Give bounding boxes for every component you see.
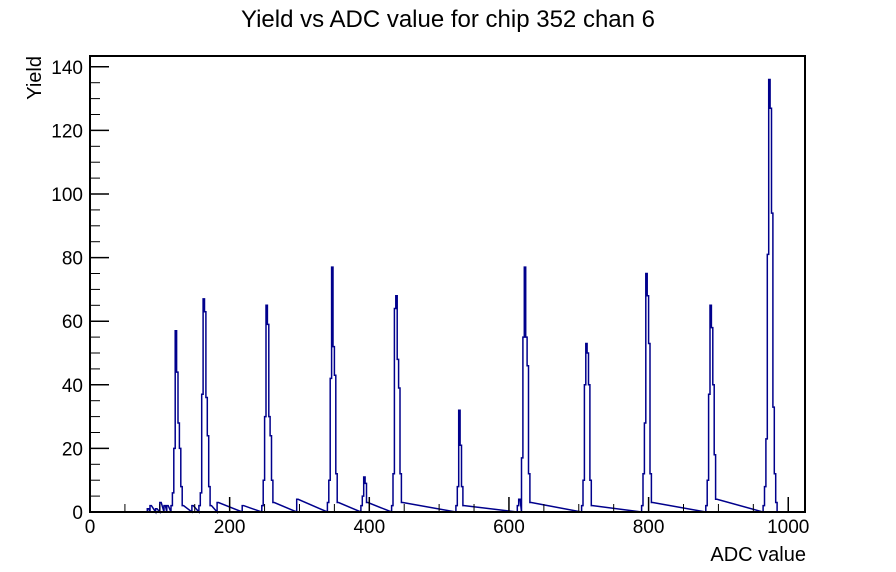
y-tick-label: 0 bbox=[72, 503, 83, 524]
plot-frame bbox=[89, 55, 806, 513]
x-tick-label: 600 bbox=[493, 517, 525, 538]
y-tick-label: 120 bbox=[51, 121, 83, 142]
x-tick-label: 0 bbox=[85, 517, 96, 538]
x-tick-label: 200 bbox=[214, 517, 246, 538]
y-axis-title: Yield bbox=[24, 56, 46, 100]
y-tick-label: 20 bbox=[62, 439, 83, 460]
x-tick-label: 1000 bbox=[767, 517, 809, 538]
y-tick-label: 40 bbox=[62, 376, 83, 397]
x-tick-label: 800 bbox=[633, 517, 665, 538]
x-tick-label: 400 bbox=[353, 517, 385, 538]
chart-title: Yield vs ADC value for chip 352 chan 6 bbox=[240, 6, 655, 33]
y-tick-label: 100 bbox=[51, 185, 83, 206]
y-tick-label: 60 bbox=[62, 312, 83, 333]
y-tick-label: 140 bbox=[51, 58, 83, 79]
y-tick-label: 80 bbox=[62, 249, 83, 270]
x-axis-title: ADC value bbox=[710, 544, 806, 566]
histogram-line bbox=[90, 78, 805, 515]
